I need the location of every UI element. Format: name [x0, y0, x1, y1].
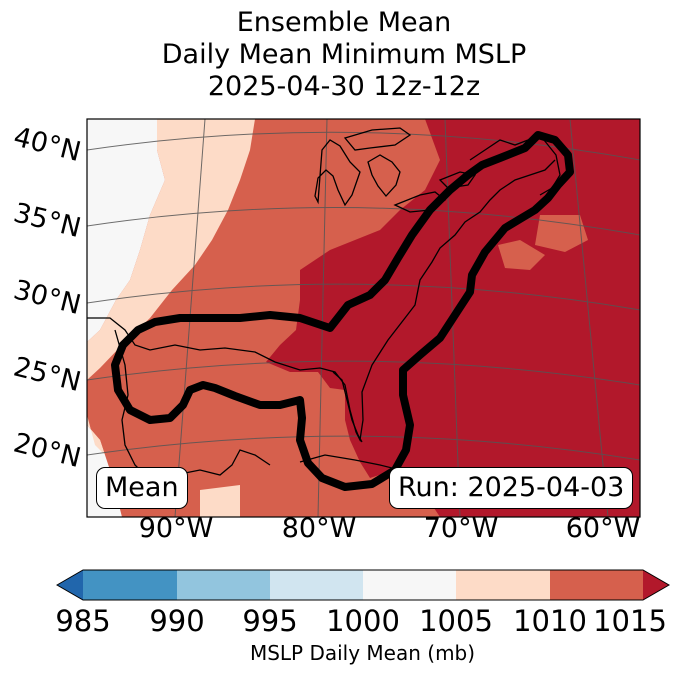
colorbar-seg-995-1000 [270, 570, 363, 600]
colorbar-seg-1010-1015 [550, 570, 643, 600]
lon-label-70w: 70°W [423, 513, 499, 544]
parallel-35 [87, 207, 640, 236]
colorbar-seg-1000-1005 [363, 570, 456, 600]
contour-1015mb [111, 131, 574, 491]
lon-label-80w: 80°W [281, 513, 357, 544]
us-gulf-coast [87, 159, 556, 443]
colorbar-tick-985: 985 [55, 604, 111, 638]
field-1005-1010 [87, 119, 255, 517]
lon-label-60w: 60°W [565, 513, 641, 544]
colorbar-tick-990: 990 [149, 604, 205, 638]
colorbar-seg-985-990 [83, 570, 177, 600]
mean-label-box: Mean [96, 467, 188, 509]
colorbar-seg-990-995 [177, 570, 270, 600]
map-frame [86, 118, 641, 518]
colorbar-tick-1010: 1010 [513, 604, 587, 638]
colorbar-outline [55, 569, 671, 601]
colorbar-seg-1005-1010 [456, 570, 550, 600]
parallel-30 [87, 283, 640, 311]
parallel-25 [87, 360, 640, 386]
colorbar-tick-1015: 1015 [593, 604, 667, 638]
title-line-3: 2025-04-30 12z-12z [207, 71, 481, 102]
colorbar-tick-995: 995 [242, 604, 298, 638]
meridian-60 [569, 119, 609, 517]
colorbar [55, 569, 671, 601]
map-panel [86, 118, 641, 518]
colorbar-tick-1000: 1000 [326, 604, 400, 638]
colorbar-over-triangle [643, 570, 669, 600]
title-line-1: Ensemble Mean [236, 7, 452, 38]
colorbar-label: MSLP Daily Mean (mb) [249, 641, 476, 665]
colorbar-under-triangle [57, 570, 83, 600]
parallel-20 [87, 435, 640, 461]
meridian-80 [317, 119, 328, 517]
title-line-2: Daily Mean Minimum MSLP [161, 39, 527, 70]
florida [332, 371, 363, 443]
field-1010-patch [498, 215, 588, 270]
colorbar-tick-1005: 1005 [419, 604, 493, 638]
run-date-box: Run: 2025-04-03 [389, 467, 634, 509]
lon-label-90w: 90°W [138, 513, 214, 544]
